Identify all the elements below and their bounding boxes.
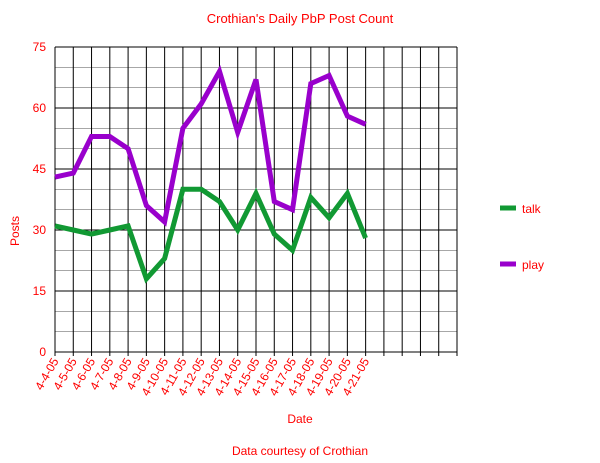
chart-title: Crothian's Daily PbP Post Count	[207, 11, 394, 26]
y-tick-label: 15	[33, 284, 47, 298]
legend-label-talk: talk	[522, 202, 542, 216]
y-tick-label: 30	[33, 223, 47, 237]
y-axis-ticks: 0 15 30 45 60 75	[33, 40, 47, 359]
x-axis-label: Date	[287, 412, 313, 426]
chart-legend: talk play	[500, 202, 544, 272]
chart-footer: Data courtesy of Crothian	[232, 444, 368, 458]
series-line-talk	[54, 186, 368, 284]
y-tick-label: 0	[39, 345, 46, 359]
y-tick-label: 75	[33, 40, 47, 54]
series-line-play	[54, 65, 367, 227]
plot-grid	[54, 46, 458, 356]
x-axis-ticks: 4-4-054-5-054-6-054-7-054-8-054-9-054-10…	[32, 355, 372, 398]
y-axis-label: Posts	[8, 216, 22, 246]
series-lines	[54, 65, 368, 284]
legend-label-play: play	[522, 258, 544, 272]
y-tick-label: 60	[33, 101, 47, 115]
y-tick-label: 45	[33, 162, 47, 176]
